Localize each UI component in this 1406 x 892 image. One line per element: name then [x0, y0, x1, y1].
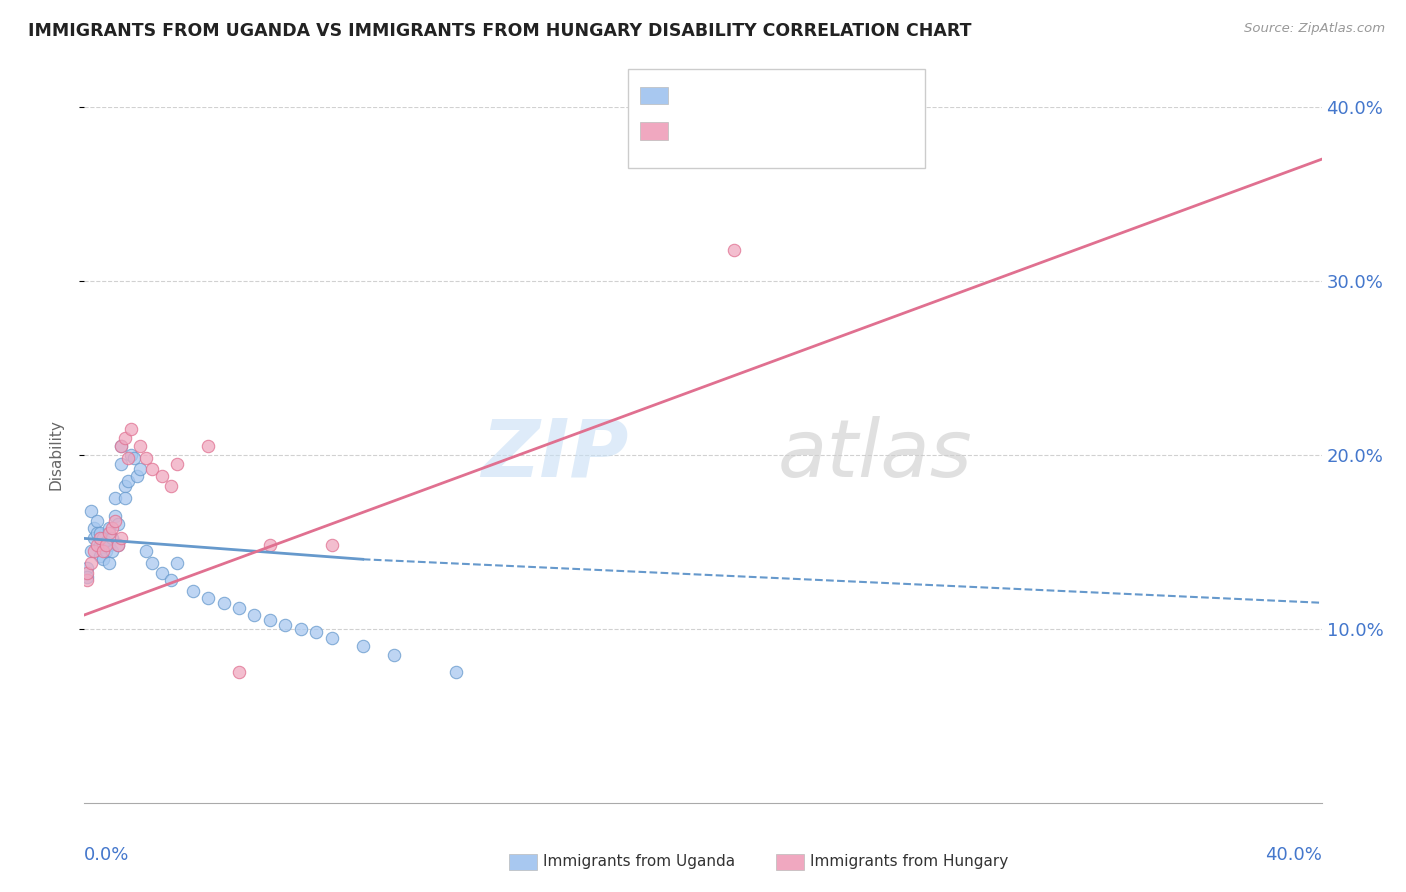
Point	[83, 532, 105, 546]
Point	[160, 479, 183, 493]
Point	[114, 431, 136, 445]
Point	[101, 532, 124, 546]
Point	[76, 566, 98, 581]
Point	[98, 521, 121, 535]
Text: IMMIGRANTS FROM UGANDA VS IMMIGRANTS FROM HUNGARY DISABILITY CORRELATION CHART: IMMIGRANTS FROM UGANDA VS IMMIGRANTS FRO…	[28, 22, 972, 40]
Text: R = -0.122   N = 52: R = -0.122 N = 52	[682, 87, 859, 104]
Point	[76, 570, 98, 584]
Point	[122, 451, 145, 466]
Point	[104, 508, 127, 523]
Point	[212, 596, 235, 610]
Point	[94, 534, 117, 549]
Text: ZIP: ZIP	[481, 416, 628, 494]
Point	[110, 457, 132, 471]
Y-axis label: Disability: Disability	[49, 419, 63, 491]
Point	[181, 583, 204, 598]
Point	[110, 439, 132, 453]
Point	[228, 601, 250, 615]
Point	[79, 503, 101, 517]
Point	[101, 521, 124, 535]
Point	[98, 526, 121, 541]
Text: Immigrants from Hungary: Immigrants from Hungary	[810, 855, 1008, 869]
Point	[110, 532, 132, 546]
Point	[79, 556, 101, 570]
Point	[117, 474, 139, 488]
Point	[89, 549, 111, 563]
Point	[86, 514, 108, 528]
Point	[382, 648, 405, 662]
Point	[107, 538, 129, 552]
Point	[91, 552, 114, 566]
Point	[141, 462, 163, 476]
Point	[104, 491, 127, 506]
Point	[89, 532, 111, 546]
Point	[150, 566, 173, 581]
Point	[110, 439, 132, 453]
Point	[723, 243, 745, 257]
Point	[98, 556, 121, 570]
Point	[290, 622, 312, 636]
Point	[228, 665, 250, 680]
Point	[160, 573, 183, 587]
Point	[83, 543, 105, 558]
Point	[243, 607, 266, 622]
Point	[166, 457, 188, 471]
Point	[91, 532, 114, 546]
Point	[444, 665, 467, 680]
Point	[135, 451, 157, 466]
Point	[305, 625, 328, 640]
Point	[274, 618, 297, 632]
Point	[104, 514, 127, 528]
Point	[91, 543, 114, 558]
Point	[321, 631, 343, 645]
Point	[150, 468, 173, 483]
Point	[76, 561, 98, 575]
Point	[114, 491, 136, 506]
Point	[135, 543, 157, 558]
Point	[114, 479, 136, 493]
Point	[166, 556, 188, 570]
Point	[76, 573, 98, 587]
Point	[259, 538, 281, 552]
Text: 0.0%: 0.0%	[84, 847, 129, 864]
Point	[107, 538, 129, 552]
Point	[120, 422, 142, 436]
Point	[98, 538, 121, 552]
Point	[86, 538, 108, 552]
Point	[86, 526, 108, 541]
Point	[117, 451, 139, 466]
Point	[91, 538, 114, 552]
Point	[141, 556, 163, 570]
Point	[107, 517, 129, 532]
Point	[129, 462, 152, 476]
Point	[83, 521, 105, 535]
Text: atlas: atlas	[778, 416, 972, 494]
Point	[89, 526, 111, 541]
Point	[101, 543, 124, 558]
Point	[94, 543, 117, 558]
Text: 40.0%: 40.0%	[1265, 847, 1322, 864]
Point	[321, 538, 343, 552]
Text: Immigrants from Uganda: Immigrants from Uganda	[543, 855, 735, 869]
Point	[197, 439, 219, 453]
Point	[120, 448, 142, 462]
Point	[125, 468, 148, 483]
Text: Source: ZipAtlas.com: Source: ZipAtlas.com	[1244, 22, 1385, 36]
Point	[259, 613, 281, 627]
Point	[89, 538, 111, 552]
Point	[129, 439, 152, 453]
Point	[352, 639, 374, 653]
Point	[197, 591, 219, 605]
Point	[94, 538, 117, 552]
Point	[79, 543, 101, 558]
Text: R =  0.657   N = 28: R = 0.657 N = 28	[682, 122, 858, 140]
